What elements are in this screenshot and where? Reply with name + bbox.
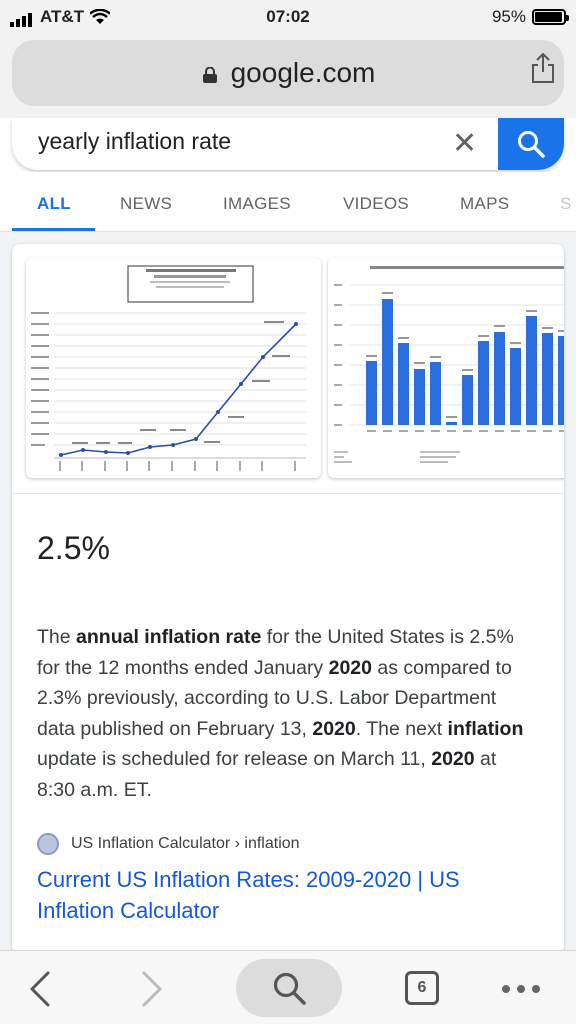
tab-images[interactable]: IMAGES	[223, 194, 291, 213]
search-row: yearly inflation rate ✕	[0, 118, 576, 172]
projected-inflation-chart-image	[334, 266, 564, 463]
tab-all[interactable]: ALL	[37, 194, 71, 213]
result-title-link[interactable]: Current US Inflation Rates: 2009-2020 | …	[37, 867, 460, 923]
address-bar[interactable]: google.com	[12, 40, 564, 106]
browser-toolbar: google.com	[0, 34, 576, 116]
lock-icon	[202, 67, 217, 83]
bold-keyword: 2020	[328, 656, 372, 679]
image-thumbnail-cumulative-inflation[interactable]	[26, 258, 321, 478]
globe-icon	[37, 833, 59, 855]
carrier-indicator: AT&T	[10, 7, 111, 27]
battery-icon	[532, 9, 569, 25]
cumulative-inflation-chart-image	[31, 265, 306, 471]
wifi-icon	[90, 9, 111, 24]
bold-keyword: inflation	[447, 717, 524, 740]
search-box: yearly inflation rate ✕	[12, 118, 564, 170]
tab-videos[interactable]: VIDEOS	[343, 194, 410, 213]
search-icon	[518, 131, 545, 158]
description-text: as compared to 2.3% previously, accordin…	[37, 656, 512, 740]
description-text: The	[37, 626, 77, 648]
bold-keyword: annual inflation rate	[76, 626, 262, 648]
forward-arrow-icon[interactable]	[138, 969, 166, 1009]
tab-more[interactable]: S	[560, 194, 572, 213]
bottom-toolbar: 6	[0, 950, 576, 1024]
bold-keyword: 2020	[312, 717, 356, 740]
answer-description: The annual inflation rate for the United…	[37, 622, 527, 805]
bold-keyword: 2020	[431, 748, 475, 770]
search-input[interactable]: yearly inflation rate	[38, 128, 232, 154]
carrier-name: AT&T	[40, 7, 85, 26]
active-tab-indicator	[12, 228, 95, 231]
battery-percent: 95%	[491, 7, 526, 26]
battery-indicator: 95%	[491, 7, 569, 27]
description-text: . The next	[355, 717, 448, 740]
search-button[interactable]	[498, 118, 564, 170]
signal-icon	[10, 7, 34, 27]
tab-switcher-button[interactable]: 6	[405, 971, 439, 1005]
answer-value: 2.5%	[37, 530, 110, 566]
description-text: for the United States is 2.5% for the 12…	[37, 626, 514, 679]
description-text: update is scheduled for release on March…	[37, 748, 432, 770]
back-arrow-icon[interactable]	[26, 969, 54, 1009]
more-options-icon[interactable]	[502, 985, 540, 993]
share-icon[interactable]	[530, 52, 556, 84]
url-text: google.com	[230, 57, 376, 88]
magnifier-icon	[273, 972, 306, 1005]
image-carousel	[12, 244, 564, 494]
result-source[interactable]: US Inflation Calculator › inflation	[37, 833, 300, 855]
status-bar: AT&T 07:02 95%	[0, 0, 576, 34]
description-text: at 8:30 a.m. ET.	[37, 748, 497, 801]
tab-news[interactable]: NEWS	[120, 194, 173, 213]
toolbar-search-button[interactable]	[236, 959, 342, 1017]
clear-search-icon[interactable]: ✕	[452, 127, 478, 160]
featured-snippet-card: 2.5% The annual inflation rate for the U…	[12, 244, 564, 954]
clock: 07:02	[266, 7, 310, 26]
source-breadcrumb: US Inflation Calculator › inflation	[71, 835, 300, 852]
tab-maps[interactable]: MAPS	[460, 194, 510, 213]
search-tabs: ALL NEWS IMAGES VIDEOS MAPS S	[0, 172, 576, 232]
image-thumbnail-projected-inflation[interactable]	[328, 258, 564, 478]
